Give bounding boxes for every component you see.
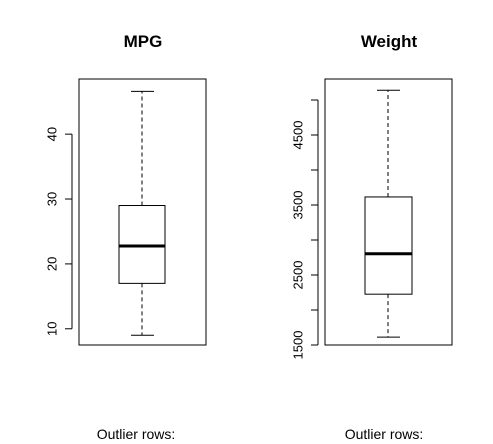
mpg-boxplot (118, 90, 166, 336)
weight-boxplot (364, 89, 413, 338)
weight-tick-label: 1500 (291, 331, 306, 360)
weight-title: Weight (361, 32, 418, 51)
mpg-panel: MPG 10 20 30 40 Outlier rows: (45, 32, 207, 442)
mpg-tick-label: 20 (45, 257, 60, 271)
mpg-plot-frame (78, 78, 207, 346)
weight-panel: Weight 1500 2500 3500 4500 Outlier rows: (291, 32, 453, 442)
mpg-title: MPG (124, 32, 163, 51)
weight-iqr-box (364, 196, 413, 295)
mpg-iqr-box (118, 205, 166, 284)
weight-tick-label: 4500 (291, 121, 306, 150)
mpg-y-ticks: 10 20 30 40 (45, 127, 72, 336)
weight-tick-label: 2500 (291, 261, 306, 290)
mpg-tick-label: 30 (45, 192, 60, 206)
weight-y-ticks: 1500 2500 3500 4500 (291, 99, 318, 360)
mpg-tick-label: 40 (45, 127, 60, 141)
weight-tick-label: 3500 (291, 191, 306, 220)
weight-plot-frame (324, 78, 453, 346)
mpg-outlier-rows-label: Outlier rows: (97, 426, 176, 442)
mpg-tick-label: 10 (45, 322, 60, 336)
weight-outlier-rows-label: Outlier rows: (345, 426, 424, 442)
